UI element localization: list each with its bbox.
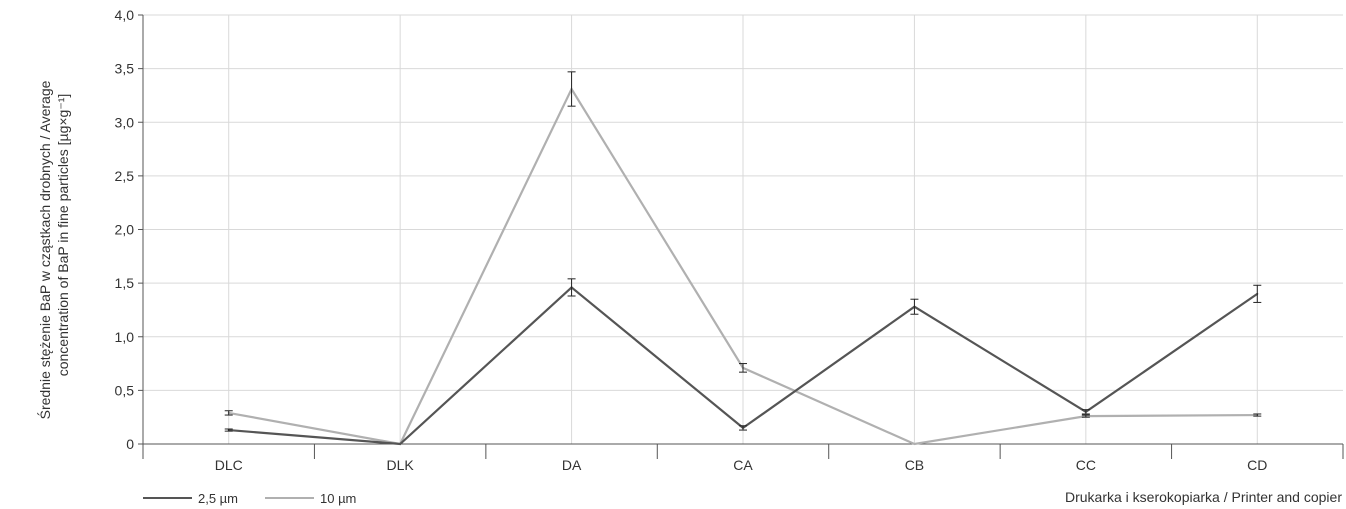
series-lines bbox=[224, 71, 1262, 446]
data-point bbox=[399, 443, 402, 445]
y-axis-title-line2: concentration of BaP in fine particles [… bbox=[55, 94, 71, 377]
error-bar bbox=[1081, 414, 1090, 418]
data-point bbox=[913, 443, 916, 445]
y-tick-label: 0 bbox=[126, 436, 134, 452]
error-bar bbox=[567, 71, 576, 107]
x-tick-label: CA bbox=[733, 457, 753, 473]
y-tick-label: 1,0 bbox=[115, 329, 135, 345]
x-tick-label: DLC bbox=[215, 457, 243, 473]
y-axis-title-line1: Średnie stężenie BaP w cząstkach drobnyc… bbox=[36, 80, 53, 419]
y-tick-label: 2,5 bbox=[115, 168, 135, 184]
y-tick-label: 3,5 bbox=[115, 61, 135, 77]
grid bbox=[143, 14, 1343, 444]
y-tick-label: 3,0 bbox=[115, 114, 135, 130]
error-bar bbox=[1081, 409, 1090, 415]
error-bar bbox=[567, 278, 576, 297]
y-tick-label: 2,0 bbox=[115, 222, 135, 238]
error-bar bbox=[1253, 413, 1262, 417]
error-bar bbox=[1253, 284, 1262, 303]
x-tick-label: CB bbox=[905, 457, 924, 473]
y-tick-label: 1,5 bbox=[115, 275, 135, 291]
y-tick-label: 0,5 bbox=[115, 382, 135, 398]
axes bbox=[138, 14, 1344, 459]
x-tick-label: DA bbox=[562, 457, 582, 473]
x-tick-label: DLK bbox=[387, 457, 415, 473]
error-bar bbox=[224, 410, 233, 416]
tick-labels: 0 0,5 1,0 1,5 2,0 2,5 3,0 3,5 4,0 DLC DLK DA CA CB CC C… bbox=[115, 7, 1268, 473]
x-axis-title: Drukarka i kserokopiarka / Printer and c… bbox=[1065, 489, 1342, 505]
legend: 2,5 µm 10 µm bbox=[143, 491, 356, 506]
error-bar bbox=[739, 363, 747, 373]
error-bar bbox=[910, 298, 919, 315]
error-bar bbox=[739, 425, 747, 431]
x-tick-label: CC bbox=[1076, 457, 1096, 473]
series-0 bbox=[224, 278, 1262, 446]
x-tick-label: CD bbox=[1247, 457, 1267, 473]
legend-label-2-5um: 2,5 µm bbox=[198, 491, 238, 506]
legend-label-10um: 10 µm bbox=[320, 491, 356, 506]
error-bar bbox=[224, 428, 233, 432]
y-tick-label: 4,0 bbox=[115, 7, 135, 23]
